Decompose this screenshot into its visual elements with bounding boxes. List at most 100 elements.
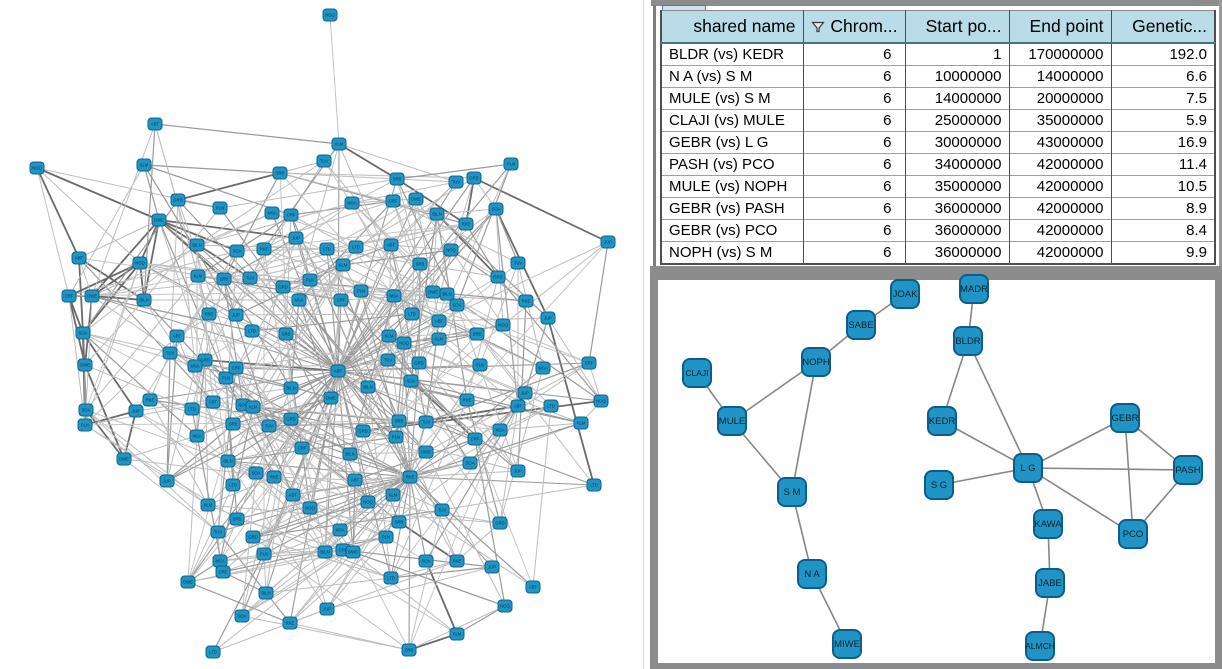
- svg-text:CRF: CRF: [232, 366, 241, 371]
- svg-text:DWE: DWE: [348, 550, 358, 555]
- svg-text:ABT: ABT: [173, 334, 182, 339]
- svg-text:KEDR: KEDR: [929, 416, 956, 427]
- svg-text:LTD: LTD: [352, 245, 360, 250]
- svg-text:BILN: BILN: [139, 298, 148, 303]
- svg-text:JUP: JUP: [544, 316, 552, 321]
- svg-text:CRF: CRF: [389, 199, 398, 204]
- svg-text:SRB: SRB: [473, 332, 482, 337]
- svg-text:DWE: DWE: [428, 290, 438, 295]
- svg-text:LTD: LTD: [547, 404, 555, 409]
- svg-text:DWE: DWE: [183, 580, 193, 585]
- svg-text:ABT: ABT: [289, 493, 298, 498]
- svg-text:CRF: CRF: [298, 446, 307, 451]
- svg-text:KLM: KLM: [194, 274, 203, 279]
- svg-text:ABT: ABT: [209, 400, 218, 405]
- svg-text:LTD: LTD: [323, 247, 331, 252]
- svg-text:RKE: RKE: [463, 398, 472, 403]
- svg-text:PLN: PLN: [81, 423, 89, 428]
- svg-text:JABE: JABE: [1038, 578, 1062, 589]
- svg-text:SOA: SOA: [466, 461, 475, 466]
- svg-text:LTD: LTD: [229, 483, 237, 488]
- svg-text:TUV: TUV: [214, 530, 223, 535]
- svg-text:TUV: TUV: [422, 420, 431, 425]
- svg-text:PCO: PCO: [1123, 529, 1144, 540]
- svg-text:DWE: DWE: [80, 363, 90, 368]
- svg-text:RKE: RKE: [260, 247, 269, 252]
- svg-text:JUP: JUP: [514, 469, 522, 474]
- svg-text:BILN: BILN: [320, 550, 329, 555]
- svg-text:NOQ: NOQ: [305, 506, 315, 511]
- svg-text:TUV: TUV: [384, 358, 393, 363]
- svg-text:GRD: GRD: [248, 535, 257, 540]
- svg-text:SRB: SRB: [276, 171, 285, 176]
- svg-text:BILN: BILN: [345, 452, 354, 457]
- svg-text:S G: S G: [931, 480, 947, 491]
- svg-text:PLN: PLN: [476, 363, 484, 368]
- svg-text:MSA: MSA: [495, 428, 504, 433]
- svg-text:JUP: JUP: [604, 240, 612, 245]
- svg-text:MSA: MSA: [538, 366, 547, 371]
- svg-text:TUV: TUV: [265, 424, 274, 429]
- svg-text:NOQ: NOQ: [596, 399, 606, 404]
- svg-text:L G: L G: [1021, 463, 1036, 474]
- svg-text:DWE: DWE: [87, 294, 97, 299]
- svg-text:ABT: ABT: [75, 256, 84, 261]
- svg-text:SOA: SOA: [407, 379, 416, 384]
- svg-text:ABT: ABT: [151, 122, 160, 127]
- svg-text:JUP: JUP: [488, 565, 496, 570]
- svg-text:LTD: LTD: [209, 650, 217, 655]
- svg-text:PLN: PLN: [222, 376, 230, 381]
- svg-text:BILN: BILN: [261, 591, 270, 596]
- svg-text:ALMCH: ALMCH: [1025, 641, 1055, 651]
- svg-text:GRD: GRD: [286, 417, 295, 422]
- svg-text:SRB: SRB: [395, 520, 404, 525]
- svg-text:JUP: JUP: [323, 607, 331, 612]
- svg-text:GRD: GRD: [495, 521, 504, 526]
- svg-text:BILN: BILN: [286, 386, 295, 391]
- svg-text:CRF: CRF: [337, 298, 346, 303]
- svg-text:DWE: DWE: [421, 450, 431, 455]
- svg-text:NOQ: NOQ: [399, 341, 409, 346]
- svg-text:PLN: PLN: [382, 535, 390, 540]
- svg-text:LTD: LTD: [408, 312, 416, 317]
- svg-text:CRF: CRF: [585, 361, 594, 366]
- svg-text:CLAJI: CLAJI: [685, 368, 708, 378]
- svg-text:SOA: SOA: [492, 207, 501, 212]
- svg-text:DWE: DWE: [154, 218, 164, 223]
- svg-text:CRF: CRF: [65, 294, 74, 299]
- svg-text:MSA: MSA: [335, 528, 344, 533]
- svg-text:BILN: BILN: [223, 459, 232, 464]
- svg-text:GRD: GRD: [493, 275, 502, 280]
- svg-text:RKE: RKE: [205, 312, 214, 317]
- svg-text:CRF: CRF: [339, 548, 348, 553]
- svg-text:KAWA: KAWA: [1034, 519, 1062, 530]
- svg-text:SRB: SRB: [282, 332, 291, 337]
- svg-text:LTD: LTD: [188, 407, 196, 412]
- svg-text:MULE: MULE: [719, 416, 745, 427]
- svg-text:NOQ: NOQ: [32, 166, 42, 171]
- svg-text:BILN: BILN: [192, 243, 201, 248]
- svg-text:GRD: GRD: [200, 358, 209, 363]
- svg-text:ABT: ABT: [334, 369, 343, 374]
- svg-text:GEBR: GEBR: [1112, 413, 1139, 424]
- svg-text:TUV: TUV: [166, 351, 175, 356]
- svg-text:NOQ: NOQ: [238, 403, 248, 408]
- svg-text:DWE: DWE: [326, 396, 336, 401]
- svg-text:JUP: JUP: [232, 313, 240, 318]
- svg-text:MADR: MADR: [960, 284, 988, 295]
- svg-text:LTD: LTD: [387, 576, 395, 581]
- svg-text:JUP: JUP: [292, 236, 300, 241]
- svg-text:SOA: SOA: [82, 408, 91, 413]
- svg-text:GRD: GRD: [278, 285, 287, 290]
- svg-text:SOA: SOA: [238, 614, 247, 619]
- svg-text:SRB: SRB: [395, 419, 404, 424]
- svg-text:TUV: TUV: [246, 276, 255, 281]
- svg-text:RKE: RKE: [146, 398, 155, 403]
- svg-text:SOA: SOA: [233, 249, 242, 254]
- svg-text:NOQ: NOQ: [446, 248, 456, 253]
- svg-text:TUV: TUV: [438, 508, 447, 513]
- svg-text:GRD: GRD: [173, 198, 182, 203]
- svg-text:MSA: MSA: [192, 434, 201, 439]
- svg-text:SRB: SRB: [416, 262, 425, 267]
- svg-text:SRB: SRB: [220, 277, 229, 282]
